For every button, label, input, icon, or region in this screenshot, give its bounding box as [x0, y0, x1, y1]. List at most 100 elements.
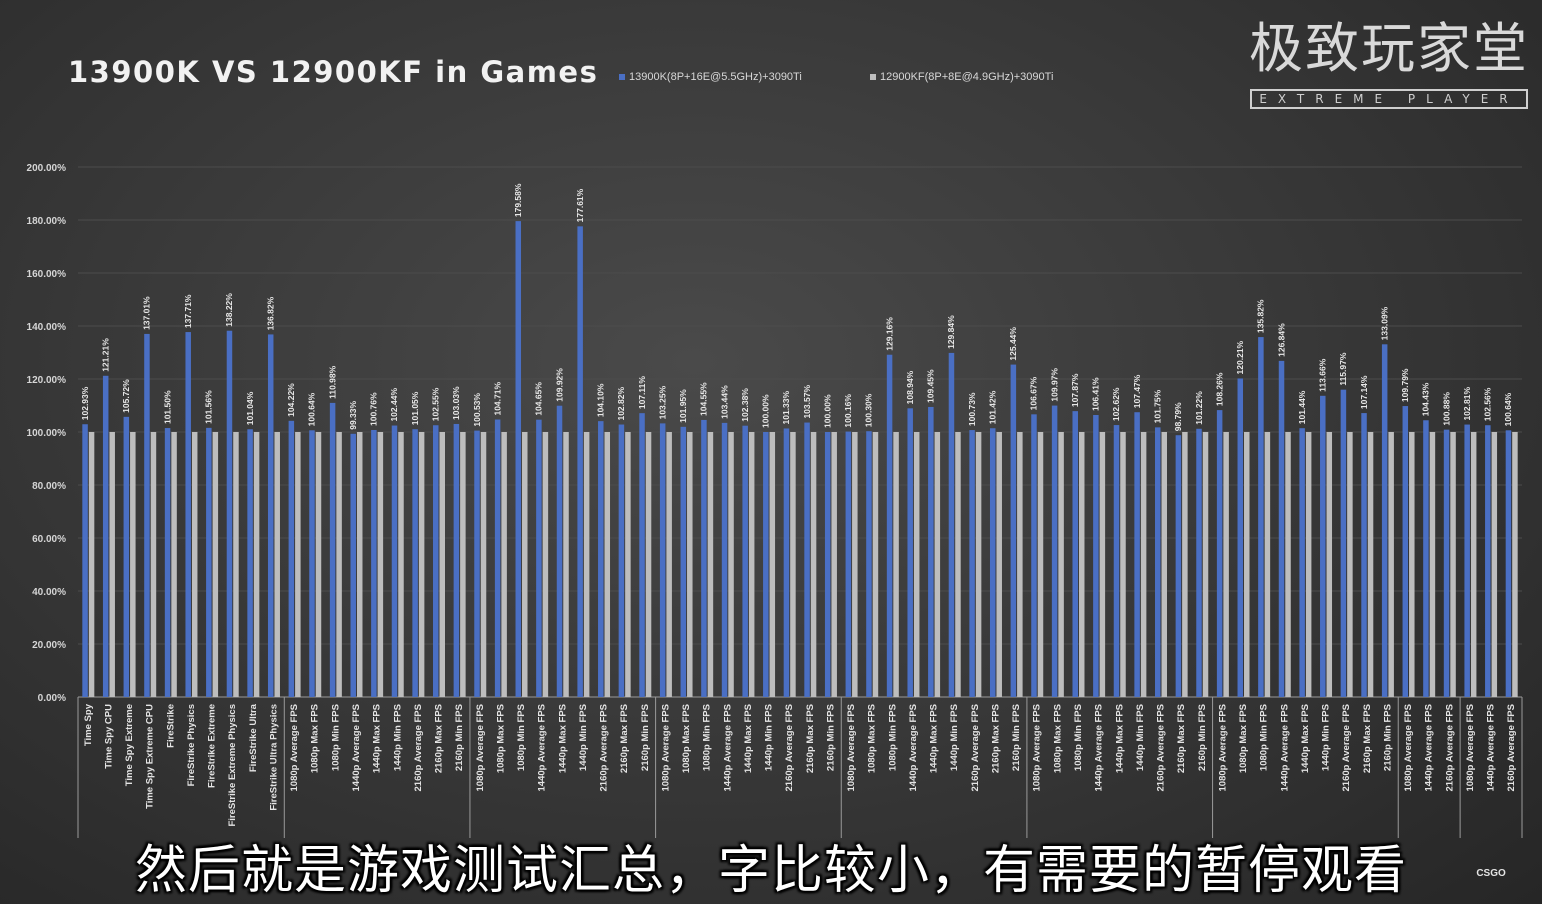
data-label: 101.42%	[987, 390, 997, 424]
bar-12900kf	[1078, 432, 1085, 697]
bar-12900kf	[769, 432, 776, 697]
x-tick-label: 1440p Average FPS	[1279, 704, 1290, 791]
x-tick-label: 1440p Average FPS	[1094, 704, 1105, 791]
legend-item-12900kf: 12900KF(8P+8E@4.9GHz)+3090Ti	[870, 71, 1053, 83]
x-tick-label: 2160p Max FPS	[619, 704, 630, 773]
data-label: 101.56%	[204, 390, 214, 424]
bar-12900kf	[356, 432, 363, 697]
bar-13900k	[1134, 412, 1140, 697]
data-label: 103.03%	[451, 386, 461, 420]
channel-logo: 极致玩家堂 EXTREME PLAYER	[1248, 14, 1530, 120]
bar-13900k	[288, 420, 295, 697]
data-label: 101.75%	[1153, 389, 1163, 423]
x-tick-label: 1080p Min FPS	[1073, 704, 1084, 771]
bar-12900kf	[418, 432, 425, 697]
data-label: 100.00%	[822, 394, 832, 428]
data-label: 102.62%	[1111, 387, 1121, 421]
bar-13900k	[783, 428, 790, 697]
x-tick-label: FireStrike Extreme Physics	[227, 704, 238, 827]
bar-13900k	[1381, 344, 1388, 697]
data-label: 102.82%	[616, 387, 626, 421]
bar-12900kf	[109, 432, 115, 697]
legend-label-12900kf: 12900KF(8P+8E@4.9GHz)+3090Ti	[880, 71, 1054, 83]
x-tick-label: 1080p Max FPS	[495, 704, 506, 773]
x-tick-label: 2160p Max FPS	[434, 704, 445, 773]
y-tick-label: 80.00%	[32, 481, 66, 492]
data-label: 101.05%	[410, 391, 420, 425]
x-tick-label: 1440p Average FPS	[908, 704, 919, 791]
legend-swatch-13900k	[619, 74, 625, 80]
data-label: 101.04%	[245, 391, 255, 425]
bar-12900kf	[893, 432, 899, 697]
bar-13900k	[1505, 430, 1512, 697]
bar-13900k	[1485, 425, 1491, 697]
bar-13900k	[494, 419, 501, 697]
x-tick-label: 1080p Average FPS	[1217, 704, 1228, 791]
bar-13900k	[1340, 389, 1347, 697]
bar-12900kf	[439, 432, 445, 697]
bar-12900kf	[1244, 432, 1250, 697]
x-tick-label: 2160p Max FPS	[1176, 704, 1187, 773]
data-label: 104.71%	[492, 382, 502, 416]
data-label: 104.65%	[534, 382, 544, 416]
data-label: 133.09%	[1379, 306, 1389, 340]
legend-swatch-12900kf	[870, 74, 876, 80]
x-tick-label: 1080p Average FPS	[846, 704, 857, 791]
x-tick-label: 2160p Min FPS	[1011, 704, 1022, 771]
x-tick-label: 2160p Average FPS	[1341, 704, 1352, 791]
data-label: 106.67%	[1029, 376, 1039, 410]
data-label: 103.25%	[657, 385, 667, 419]
x-tick-label: 1080p Average FPS	[1032, 704, 1043, 791]
bar-12900kf	[934, 432, 941, 697]
data-label: 104.55%	[699, 382, 709, 416]
bar-13900k	[144, 333, 150, 697]
bar-12900kf	[1409, 432, 1415, 697]
x-tick-label: 2160p Average FPS	[1444, 704, 1455, 791]
bar-13900k	[659, 423, 666, 697]
x-tick-label: 1440p Max FPS	[372, 704, 383, 773]
bar-12900kf	[1450, 432, 1456, 697]
data-label: 104.43%	[1421, 382, 1431, 416]
x-tick-label: 1440p Average FPS	[351, 704, 362, 791]
x-tick-label: 2160p Average FPS	[1506, 704, 1517, 791]
bar-12900kf	[274, 432, 280, 697]
x-tick-label: 1440p Max FPS	[929, 704, 940, 773]
bar-13900k	[164, 428, 171, 697]
x-tick-label: 1440p Max FPS	[1114, 704, 1125, 773]
data-label: 102.38%	[740, 388, 750, 422]
bar-12900kf	[975, 432, 982, 697]
bar-13900k	[989, 428, 996, 697]
x-tick-label: 1080p Average FPS	[660, 704, 671, 791]
bar-13900k	[350, 433, 356, 697]
bar-12900kf	[1326, 432, 1333, 697]
data-label: 126.84%	[1276, 323, 1286, 357]
x-tick-label: Time Spy	[83, 703, 94, 746]
legend-item-13900k: 13900K(8P+16E@5.5GHz)+3090Ti	[619, 71, 802, 83]
bar-13900k	[82, 424, 88, 697]
data-label: 103.44%	[719, 385, 729, 419]
bar-12900kf	[88, 432, 95, 697]
x-tick-label: 1080p Min FPS	[887, 704, 898, 771]
data-label: 102.56%	[1483, 387, 1493, 421]
bar-13900k	[866, 431, 872, 697]
bar-12900kf	[171, 432, 177, 697]
x-tick-label: FireStrike Ultra	[248, 703, 259, 772]
bar-12900kf	[1161, 432, 1167, 697]
bar-12900kf	[1099, 432, 1106, 697]
bar-13900k	[845, 431, 852, 697]
bar-12900kf	[295, 432, 301, 697]
bar-13900k	[267, 334, 274, 697]
bar-12900kf	[1058, 432, 1064, 697]
data-label: 101.33%	[781, 390, 791, 424]
bar-13900k	[102, 375, 109, 697]
bar-13900k	[453, 423, 460, 697]
y-tick-label: 60.00%	[32, 534, 66, 545]
data-label: 101.95%	[678, 389, 688, 423]
bar-12900kf	[1470, 432, 1477, 697]
x-tick-label: 2160p Min FPS	[825, 704, 836, 771]
bar-12900kf	[1388, 432, 1394, 697]
x-tick-label: FireStrike Ultra Physics	[268, 704, 279, 811]
bar-13900k	[1464, 424, 1470, 697]
data-label: 109.79%	[1400, 368, 1410, 402]
bar-12900kf	[748, 432, 755, 697]
